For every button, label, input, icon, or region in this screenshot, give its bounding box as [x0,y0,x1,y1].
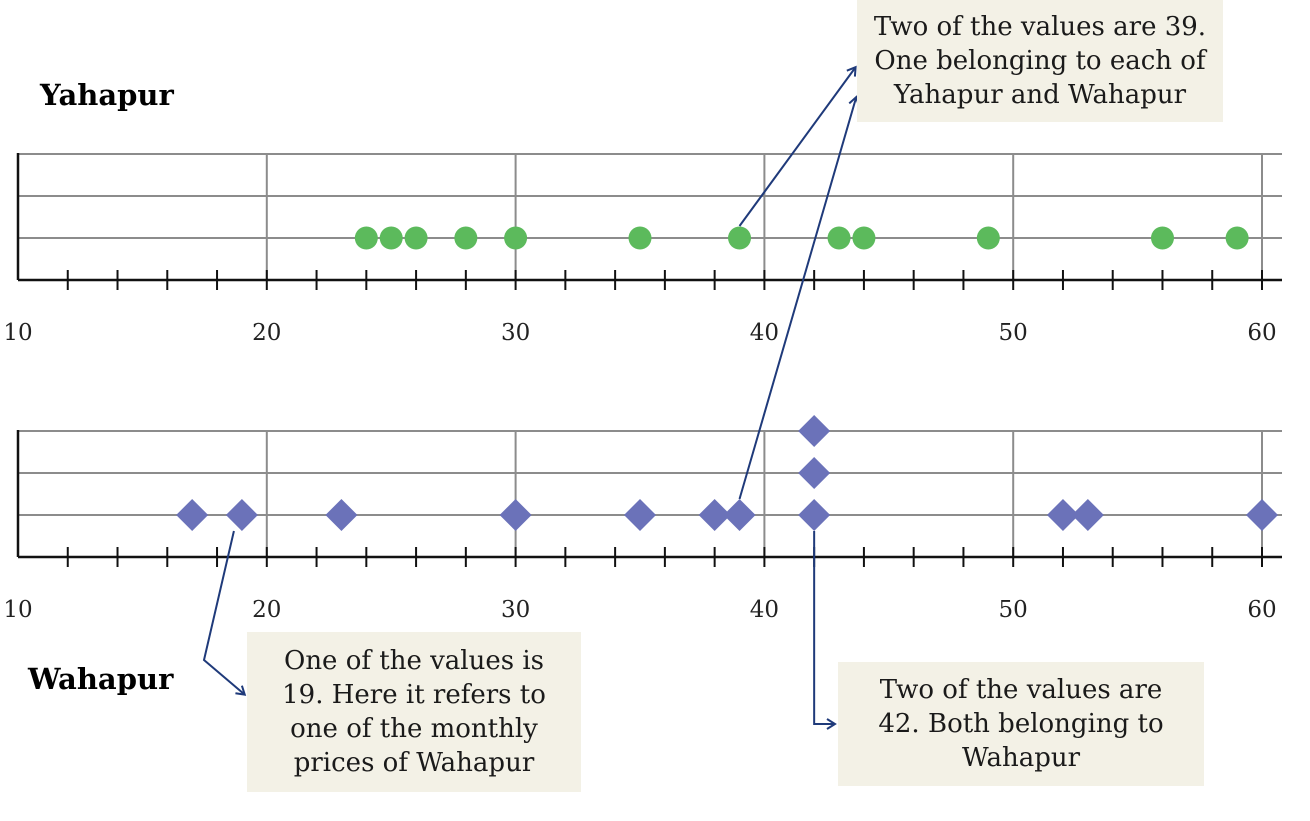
data-point [404,226,428,250]
annotation-19-line: One of the values is [284,646,544,676]
annotation-42: Two of the values are 42. Both belonging… [838,662,1204,786]
data-point [454,226,478,250]
arrow-to-note-39 [738,95,860,500]
wahapur-panel: 10 20 30 40 50 60 [3,415,1282,623]
data-point [798,499,831,531]
annotation-39-line: One belonging to each of [874,46,1206,76]
data-point [852,226,876,250]
annotation-42-line: Two of the values are [879,675,1163,705]
x-tick-label: 20 [252,320,281,346]
data-point [499,499,532,531]
annotation-39: Two of the values are 39. One belonging … [857,0,1223,122]
data-point [827,226,851,250]
data-point [1225,226,1249,250]
data-point [225,499,258,531]
arrow-to-note-19 [202,530,247,696]
annotation-42-line: Wahapur [961,743,1081,773]
yahapur-panel: 10 20 30 40 50 60 [3,153,1282,346]
x-tick-label: 50 [999,597,1028,623]
data-point [1246,499,1278,531]
annotation-19-line: one of the monthly [290,714,538,744]
x-tick-label: 50 [999,320,1028,346]
data-point [1071,499,1104,531]
annotation-19: One of the values is 19. Here it refers … [247,632,581,792]
annotation-19-line: 19. Here it refers to [282,680,546,710]
x-tick-label: 60 [1247,597,1276,623]
x-tick-label: 40 [750,320,779,346]
data-point [698,499,731,531]
data-point [723,499,756,531]
x-tick-label: 10 [3,320,32,346]
annotation-19-line: prices of Wahapur [293,748,535,778]
x-tick-label: 30 [501,597,530,623]
data-point [624,499,656,531]
annotation-39-line: Yahapur and Wahapur [893,80,1187,110]
annotation-42-line: 42. Both belonging to [878,709,1164,739]
x-tick-label: 40 [750,597,779,623]
wahapur-title: Wahapur [28,662,174,696]
data-point [1150,226,1174,250]
data-point [1046,499,1079,531]
data-point [976,226,1000,250]
data-point [628,226,652,250]
data-point [354,226,378,250]
yahapur-title: Yahapur [40,78,174,112]
data-point [176,499,209,531]
data-point [798,457,831,489]
annotation-39-line: Two of the values are 39. [873,12,1207,42]
arrow-to-note-39 [738,65,857,227]
data-point [379,226,403,250]
data-point [504,226,528,250]
data-point [798,415,831,447]
data-point [325,499,358,531]
x-tick-label: 60 [1247,320,1276,346]
x-tick-label: 20 [252,597,281,623]
x-tick-label: 10 [3,597,32,623]
arrow-to-note-42 [813,531,837,730]
x-tick-label: 30 [501,320,530,346]
data-point [728,226,752,250]
